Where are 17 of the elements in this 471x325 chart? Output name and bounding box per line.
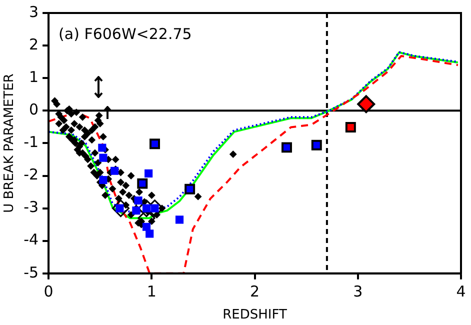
y-tick-label: -5 (24, 263, 39, 282)
y-tick-label: 3 (29, 2, 39, 21)
y-tick-label: 0 (29, 100, 39, 119)
x-tick-label: 1 (146, 282, 156, 300)
x-tick-label: 3 (353, 282, 363, 300)
y-tick-label: -3 (24, 198, 39, 216)
annotation: (a) F606W<22.75 (58, 24, 192, 43)
y-tick-label: -2 (24, 166, 39, 184)
y-tick-label: 2 (29, 35, 39, 54)
y-tick-label: 1 (29, 68, 39, 86)
y-tick-label: -4 (24, 230, 39, 249)
y-tick-label: -1 (24, 133, 39, 152)
y-axis-title: U BREAK PARAMETER (2, 74, 18, 213)
x-tick-label: 0 (44, 282, 54, 300)
x-tick-label: 2 (250, 282, 260, 300)
x-axis-title: REDSHIFT (222, 308, 287, 323)
x-tick-label: 4 (456, 282, 466, 300)
